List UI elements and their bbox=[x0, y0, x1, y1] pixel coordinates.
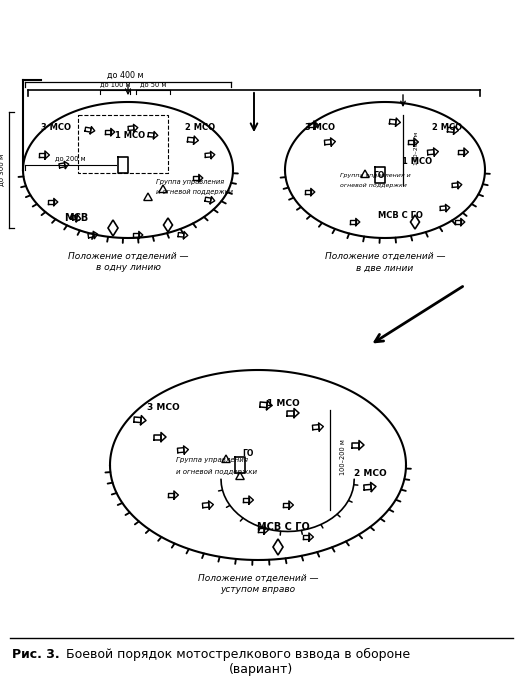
Text: Положение отделений —: Положение отделений — bbox=[198, 574, 319, 583]
Text: МСВ С ГО: МСВ С ГО bbox=[378, 210, 423, 219]
Text: 3 МСО: 3 МСО bbox=[305, 123, 335, 132]
Text: ГО: ГО bbox=[242, 448, 254, 457]
Text: до 100 м: до 100 м bbox=[100, 81, 130, 87]
Text: 1 МСО: 1 МСО bbox=[402, 157, 432, 166]
Text: Группа управления: Группа управления bbox=[156, 179, 224, 185]
Text: Положение отделений —: Положение отделений — bbox=[325, 251, 445, 260]
Polygon shape bbox=[236, 472, 244, 480]
Text: до 300 м: до 300 м bbox=[0, 154, 4, 186]
Text: ГО: ГО bbox=[373, 171, 384, 180]
Text: до 50 м: до 50 м bbox=[140, 81, 166, 87]
Text: в одну линию: в одну линию bbox=[96, 264, 161, 273]
Text: огневой поддержки: огневой поддержки bbox=[340, 182, 407, 187]
Polygon shape bbox=[164, 218, 173, 232]
Text: Рис. 3.: Рис. 3. bbox=[12, 647, 60, 661]
Text: 2 МСО: 2 МСО bbox=[432, 123, 462, 132]
Text: 2 МСО: 2 МСО bbox=[354, 468, 386, 477]
Polygon shape bbox=[108, 220, 118, 236]
Text: Положение отделений —: Положение отделений — bbox=[68, 251, 188, 260]
Text: МСВ: МСВ bbox=[64, 213, 88, 223]
Text: 100–200 м: 100–200 м bbox=[415, 132, 419, 165]
Text: 1 МСО: 1 МСО bbox=[115, 131, 145, 139]
Text: и огневой поддержки: и огневой поддержки bbox=[156, 189, 233, 195]
Text: и огневой поддержки: и огневой поддержки bbox=[176, 469, 257, 475]
Polygon shape bbox=[273, 539, 283, 555]
Text: 3 МСО: 3 МСО bbox=[146, 402, 179, 411]
Text: в две линии: в две линии bbox=[356, 264, 414, 273]
Text: уступом вправо: уступом вправо bbox=[220, 585, 295, 594]
Text: Группа управления: Группа управления bbox=[176, 457, 248, 463]
Text: 100–200 м: 100–200 м bbox=[340, 439, 346, 475]
Text: до 400 м: до 400 м bbox=[107, 70, 143, 79]
Polygon shape bbox=[159, 185, 167, 193]
Text: (вариант): (вариант) bbox=[229, 663, 293, 677]
Text: Группа управления и: Группа управления и bbox=[340, 173, 411, 177]
Text: 2 МСО: 2 МСО bbox=[185, 123, 215, 132]
Polygon shape bbox=[361, 170, 369, 177]
Polygon shape bbox=[411, 215, 419, 229]
Text: 3 МСО: 3 МСО bbox=[41, 123, 71, 132]
Polygon shape bbox=[144, 193, 152, 200]
Text: Боевой порядок мотострелкового взвода в обороне: Боевой порядок мотострелкового взвода в … bbox=[62, 647, 410, 661]
Text: до 200 м: до 200 м bbox=[55, 155, 85, 161]
Polygon shape bbox=[222, 455, 230, 463]
Text: МСВ С ГО: МСВ С ГО bbox=[257, 522, 310, 532]
Text: 1 МСО: 1 МСО bbox=[267, 399, 299, 407]
